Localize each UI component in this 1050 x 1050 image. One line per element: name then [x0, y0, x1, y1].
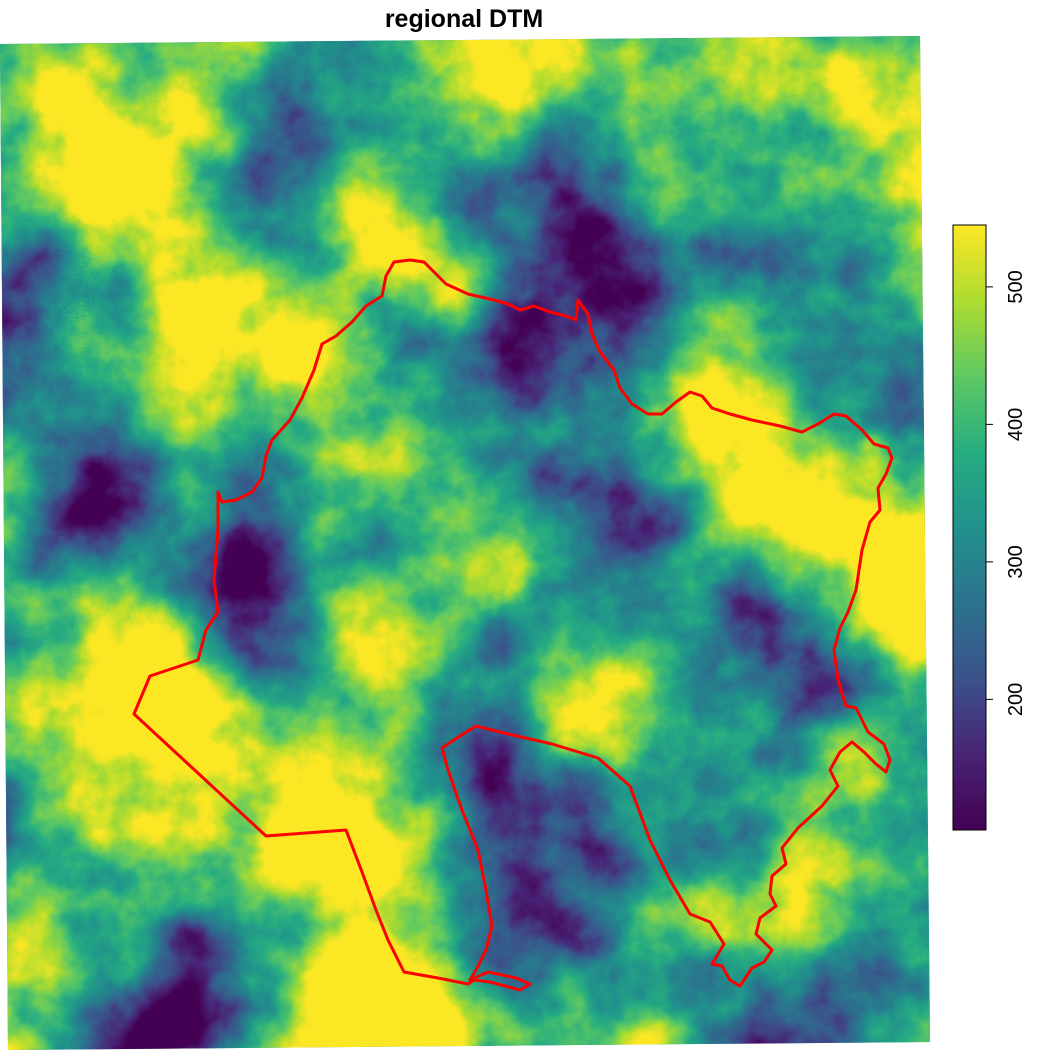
legend-tick-label: 200: [1005, 683, 1027, 716]
boundary-outline: [132, 258, 894, 992]
color-bar: [952, 224, 987, 831]
map-title: regional DTM: [385, 5, 543, 33]
legend-tick-label: 400: [1005, 408, 1027, 441]
color-bar-ticks: 200 300 400 500: [986, 270, 1027, 716]
legend-tick-label: 500: [1005, 270, 1027, 303]
legend-tick-label: 300: [1005, 545, 1027, 578]
legend: 200 300 400 500: [952, 224, 1027, 831]
study-area-boundary: [132, 258, 894, 992]
dtm-raster: [0, 36, 930, 1050]
